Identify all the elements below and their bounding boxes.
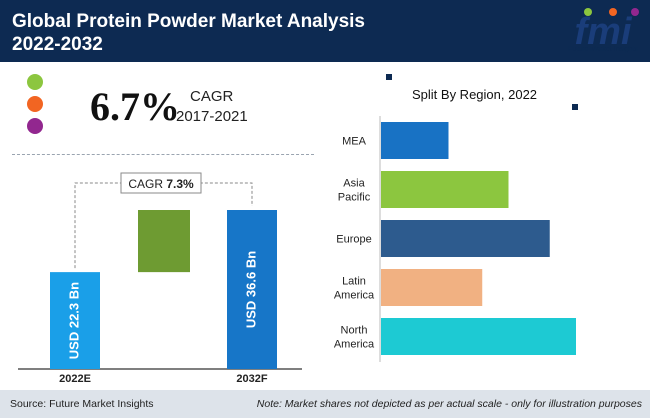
x-tick-label: 2022E: [59, 373, 91, 385]
bar-value-label: USD 22.3 Bn: [66, 282, 81, 359]
market-size-chart: USD 22.3 Bn 2022E USD 36.6 Bn 2032F CAGR 7.3…: [18, 172, 302, 385]
bar-value-label: USD 36.6 Bn: [243, 251, 258, 328]
region-bar-0: [381, 122, 449, 159]
decor-square: [572, 104, 578, 110]
region-label-line1: Latin: [342, 276, 366, 288]
logo-letters: fmi: [575, 11, 633, 53]
logo-dot-orange: [609, 8, 617, 16]
bar-2022E: [50, 272, 100, 369]
region-label-line1: Asia: [343, 178, 365, 190]
region-bar-3: [381, 269, 483, 306]
fmi-logo: fmi Future Market Insights: [558, 4, 648, 60]
section-divider: [12, 154, 314, 155]
cagr-annotation-prefix: CAGR: [128, 177, 166, 191]
region-bar-4: [381, 318, 576, 355]
page-title: Global Protein Powder Market Analysis 20…: [12, 10, 365, 56]
cagr-period: 2017-2021: [176, 108, 248, 125]
footer-bar: Source: Future Market Insights Note: Mar…: [0, 390, 650, 418]
bar-2032F: [227, 210, 277, 369]
region-split-chart: MEA Asia Pacific Europe Latin America North Ame…: [334, 116, 576, 362]
cagr-value: 6.7%: [90, 84, 180, 129]
region-label-line1: North: [341, 325, 368, 337]
cagr-annotation-box: [120, 172, 202, 194]
note-text: Note: Market shares not depicted as per …: [256, 398, 642, 410]
source-text: Source: Future Market Insights: [10, 398, 154, 410]
region-label-line2: Pacific: [338, 192, 371, 204]
x-tick-label: 2032F: [236, 373, 267, 385]
region-bar-2: [381, 220, 550, 257]
title-line-2: 2022-2032: [12, 34, 103, 55]
logo-dot-purple: [631, 8, 639, 16]
cagr-annotation: CAGR 7.3%: [128, 177, 194, 191]
region-bar-1: [381, 171, 509, 208]
title-line-1: Global Protein Powder Market Analysis: [12, 11, 366, 32]
cagr-bracket: [74, 182, 253, 269]
legend-dot-green: [27, 74, 43, 90]
cagr-label: CAGR: [190, 88, 234, 105]
legend-dot-orange: [27, 96, 43, 112]
cagr-annotation-value: 7.3%: [166, 177, 194, 191]
region-label: MEA: [342, 136, 367, 148]
region-label-line2: America: [334, 339, 375, 351]
region-label-line2: America: [334, 290, 375, 302]
region-label: Europe: [336, 234, 371, 246]
header-banner: Global Protein Powder Market Analysis 20…: [0, 0, 650, 62]
logo-tagline: Future Market Insights: [568, 46, 638, 53]
decor-square: [386, 74, 392, 80]
logo-graphic: fmi: [575, 8, 639, 53]
increment-bar: [138, 210, 190, 273]
logo-dot-green: [584, 8, 592, 16]
region-chart-title: Split By Region, 2022: [412, 87, 538, 102]
legend-dot-purple: [27, 118, 43, 134]
